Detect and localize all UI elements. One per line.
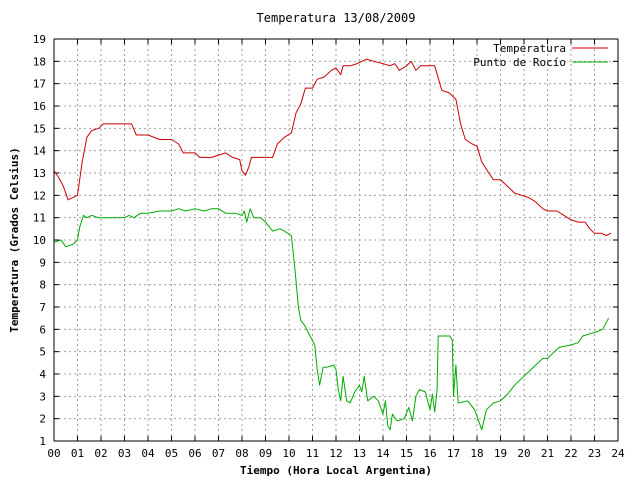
x-tick-label: 08 — [235, 447, 248, 460]
y-tick-label: 3 — [39, 390, 46, 403]
x-tick-label: 19 — [494, 447, 507, 460]
legend-label-punto-de-rocio: Punto de Rocío — [473, 56, 566, 69]
x-tick-label: 18 — [470, 447, 483, 460]
x-tick-label: 04 — [141, 447, 155, 460]
y-tick-label: 12 — [33, 189, 46, 202]
x-tick-label: 11 — [306, 447, 319, 460]
x-tick-label: 16 — [423, 447, 436, 460]
x-tick-label: 00 — [47, 447, 60, 460]
y-tick-label: 10 — [33, 234, 46, 247]
x-tick-label: 01 — [71, 447, 84, 460]
y-tick-label: 6 — [39, 323, 46, 336]
x-tick-label: 06 — [188, 447, 201, 460]
y-tick-label: 8 — [39, 279, 46, 292]
y-tick-label: 5 — [39, 346, 46, 359]
x-tick-label: 09 — [259, 447, 272, 460]
y-axis-label: Temperatura (Grados Celsius) — [8, 147, 21, 332]
legend-label-temperatura: Temperatura — [493, 42, 566, 55]
x-tick-label: 12 — [329, 447, 342, 460]
x-tick-label: 02 — [94, 447, 107, 460]
grid — [54, 39, 618, 441]
y-tick-label: 1 — [39, 435, 46, 448]
x-tick-label: 07 — [212, 447, 225, 460]
series-line-punto-de-rocio — [53, 208, 610, 431]
y-tick-label: 19 — [33, 33, 46, 46]
y-tick-label: 7 — [39, 301, 46, 314]
x-tick-label: 15 — [400, 447, 413, 460]
x-tick-label: 20 — [517, 447, 530, 460]
y-tick-label: 18 — [33, 55, 46, 68]
plot-frame — [53, 38, 619, 442]
y-tick-label: 2 — [39, 413, 46, 426]
y-tick-label: 15 — [33, 122, 46, 135]
x-tick-label: 23 — [588, 447, 601, 460]
y-tick-label: 17 — [33, 78, 46, 91]
x-tick-label: 17 — [447, 447, 460, 460]
y-tick-label: 11 — [33, 212, 46, 225]
x-tick-label: 21 — [541, 447, 554, 460]
y-tick-label: 9 — [39, 256, 46, 269]
x-tick-label: 24 — [611, 447, 625, 460]
x-tick-label: 13 — [353, 447, 366, 460]
y-tick-label: 14 — [33, 145, 47, 158]
x-tick-label: 05 — [165, 447, 178, 460]
x-tick-label: 14 — [376, 447, 390, 460]
data-series — [53, 58, 612, 431]
x-tick-label: 10 — [282, 447, 295, 460]
legend: Temperatura Punto de Rocío — [473, 42, 608, 69]
y-tick-label: 16 — [33, 100, 46, 113]
x-tick-label: 03 — [118, 447, 131, 460]
y-tick-label: 4 — [39, 368, 46, 381]
chart-title: Temperatura 13/08/2009 — [257, 11, 416, 25]
x-tick-label: 22 — [564, 447, 577, 460]
x-axis-label: Tiempo (Hora Local Argentina) — [240, 464, 432, 477]
y-tick-label: 13 — [33, 167, 46, 180]
series-line-temperatura — [53, 58, 612, 236]
